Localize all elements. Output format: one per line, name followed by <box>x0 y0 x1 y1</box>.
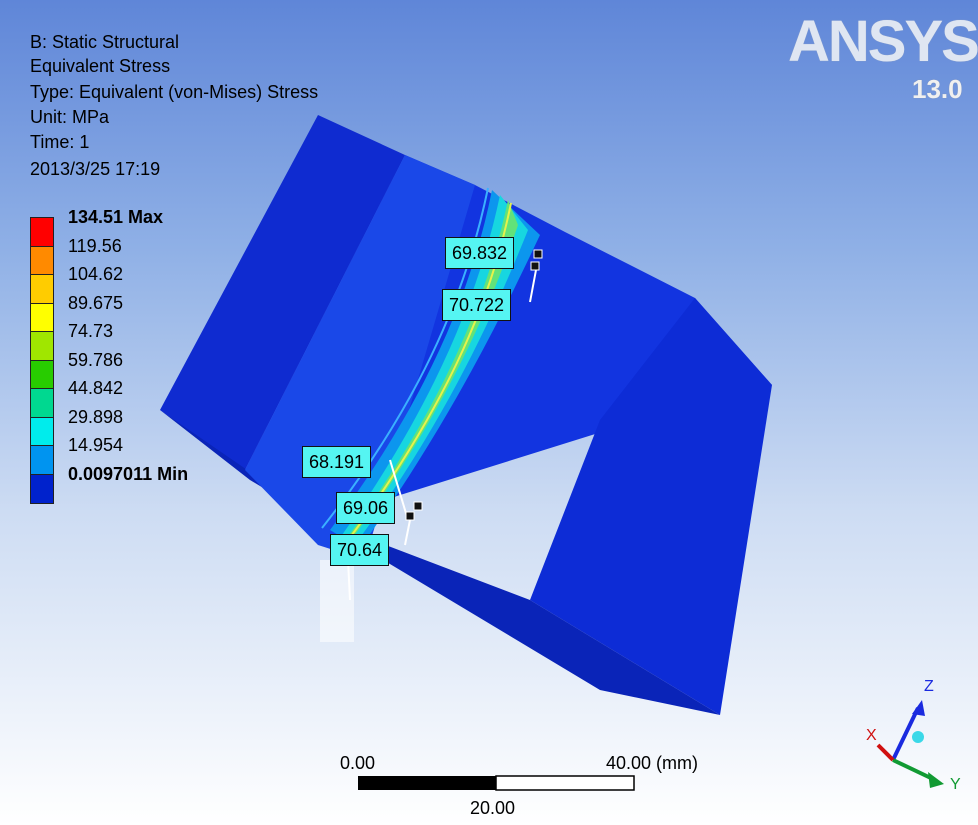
legend-color-swatch <box>30 473 54 504</box>
result-name: Equivalent Stress <box>30 56 171 76</box>
probe-leader <box>404 519 411 546</box>
legend-level-label: 29.898 <box>68 406 124 427</box>
probe-label[interactable]: 69.06 <box>336 492 396 524</box>
legend-color-swatch <box>30 445 54 476</box>
model-front-face <box>160 410 720 715</box>
legend-color-swatch <box>30 331 54 362</box>
legend-level-label: 59.786 <box>68 349 124 370</box>
probe-leader <box>347 559 351 601</box>
triad-z-axis <box>891 707 920 761</box>
probe-label[interactable]: 68.191 <box>302 446 372 478</box>
result-time: Time: 1 <box>30 132 90 152</box>
probe-label[interactable]: 70.64 <box>330 534 390 566</box>
model-right-face <box>530 298 772 715</box>
legend-level-label: 0.0097011 Min <box>68 463 189 484</box>
scale-end-label: 40.00 (mm) <box>606 753 699 773</box>
model-left-block <box>160 115 405 470</box>
legend-color-swatch <box>30 217 54 248</box>
probe-marker <box>530 261 540 271</box>
legend-level-label: 74.73 <box>68 321 114 341</box>
legend-level-label: 104.62 <box>68 264 124 284</box>
legend-color-swatch <box>30 245 54 276</box>
triad-y-axis <box>892 758 936 782</box>
stress-band-inner <box>347 200 518 540</box>
triad-origin <box>912 731 924 743</box>
probe-leader <box>389 459 409 521</box>
legend-level-label: 44.842 <box>68 378 124 398</box>
probe-label[interactable]: 69.832 <box>445 237 515 269</box>
legend-level-label: 14.954 <box>68 435 124 455</box>
probe-marker <box>533 249 543 259</box>
version-label: 13.0 <box>912 74 963 104</box>
probe-marker <box>413 501 423 511</box>
result-date: 2013/3/25 17:19 <box>30 159 161 179</box>
triad-z-label: Z <box>924 678 934 695</box>
triad-y-arrow <box>928 772 944 788</box>
probe-label[interactable]: 70.722 <box>442 289 512 321</box>
legend-level-label: 134.51 Max <box>68 207 164 227</box>
legend-level-label: 119.56 <box>68 235 122 256</box>
legend-color-swatch <box>30 359 54 390</box>
ansys-logo: ANSYS <box>788 9 978 74</box>
scale-mid-label: 20.00 <box>470 798 516 818</box>
scale-bar-black <box>358 776 496 790</box>
result-type: Type: Equivalent (von-Mises) Stress <box>30 82 319 102</box>
legend-color-swatch <box>30 416 54 447</box>
legend-color-swatch <box>30 274 54 305</box>
triad-x-label: X <box>866 727 877 744</box>
result-unit: Unit: MPa <box>30 107 110 127</box>
stress-band-mid <box>342 195 528 543</box>
probe-leader <box>529 269 537 303</box>
legend-color-swatch <box>30 388 54 419</box>
scale-start-label: 0.00 <box>340 753 376 773</box>
triad-z-arrow <box>912 700 925 716</box>
probe-marker <box>405 511 415 521</box>
legend-color-swatch <box>30 302 54 333</box>
triad-x-axis <box>876 743 895 762</box>
analysis-title: B: Static Structural <box>30 32 180 52</box>
legend-level-label: 89.675 <box>68 292 124 313</box>
triad-y-label: Y <box>950 776 961 793</box>
scale-bar-white <box>495 775 635 791</box>
stress-band-edge <box>321 187 489 529</box>
